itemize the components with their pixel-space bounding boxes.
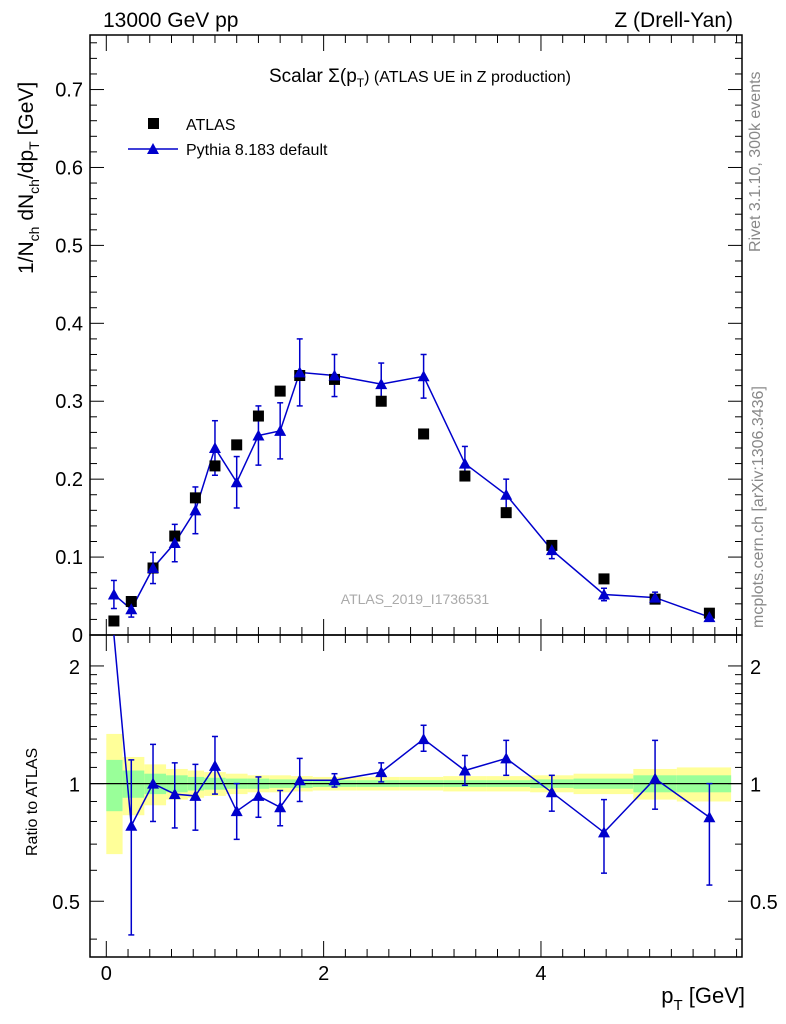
- header-left: 13000 GeV pp: [103, 9, 238, 32]
- y-tick-label: 0.2: [55, 469, 83, 491]
- mc-data-point: [293, 366, 306, 378]
- mc-data-point: [230, 476, 243, 488]
- mc-data-point: [328, 369, 341, 381]
- ratio-plot-data: [113, 634, 716, 936]
- atlas-data-point: [500, 507, 512, 519]
- mc-data-point: [189, 504, 202, 516]
- atlas-data-point: [189, 492, 201, 504]
- ratio-band-inner: [106, 759, 123, 812]
- atlas-data-point: [418, 428, 430, 440]
- ratio-data-point: [125, 819, 138, 831]
- y-tick-label: 0: [72, 625, 83, 647]
- mc-data-point: [597, 588, 610, 600]
- ratio-data-point: [274, 801, 287, 813]
- ratio-data-point: [252, 789, 265, 801]
- x-axis-label: pT [GeV]: [661, 983, 745, 1014]
- ratio-data-point: [189, 789, 202, 801]
- x-tick-label: 0: [101, 963, 112, 985]
- mc-data-point: [375, 378, 388, 390]
- ratio-data-point: [230, 805, 243, 817]
- mc-data-point: [649, 591, 662, 603]
- ratio-data-point: [417, 733, 430, 745]
- ratio-data-point: [168, 788, 181, 800]
- mc-data-point: [417, 370, 430, 382]
- x-tick-label: 2: [318, 963, 329, 985]
- ratio-plot-frame: [89, 634, 743, 958]
- ratio-data-point: [208, 759, 221, 771]
- atlas-data-point: [459, 470, 471, 482]
- ratio-data-point: [597, 826, 610, 838]
- ratio-data-point: [649, 772, 662, 784]
- axes-frames: 0 0.1 0.2 0.3 0.4 0.5 0.6 0.7 0 2 4 0.5 0.5 1 1 2 2: [52, 34, 778, 985]
- y-tick-label: 0.6: [55, 157, 83, 179]
- header-right: Z (Drell-Yan): [614, 9, 733, 32]
- y-axis-label: 1/Nch dNch/dpT [GeV]: [15, 82, 42, 274]
- mc-data-point: [208, 441, 221, 453]
- ratio-y-axis-label: Ratio to ATLAS: [24, 748, 41, 856]
- mc-data-point: [500, 488, 513, 500]
- mc-data-point: [168, 537, 181, 549]
- legend-atlas-label: ATLAS: [186, 117, 236, 134]
- atlas-data-point: [169, 530, 181, 542]
- atlas-data-point: [598, 573, 610, 585]
- ratio-data-point: [375, 766, 388, 778]
- legend-mc-marker: [147, 143, 159, 154]
- ratio-series-line: [113, 634, 710, 834]
- ratio-tick-label: 2: [69, 657, 80, 679]
- atlas-data-point: [231, 439, 243, 451]
- ratio-tick-label-right: 2: [750, 657, 761, 679]
- mc-data-point: [252, 429, 265, 441]
- ratio-tick-label: 0.5: [52, 892, 80, 914]
- atlas-data-point: [125, 595, 137, 607]
- atlas-data-point: [252, 410, 264, 422]
- chart-title: Scalar Σ(pT) (ATLAS UE in Z production): [269, 66, 571, 90]
- ratio-data-point: [147, 777, 160, 789]
- atlas-data-point: [274, 385, 286, 397]
- mc-data-point: [147, 561, 160, 573]
- legend: ATLAS Pythia 8.183 default: [128, 117, 328, 159]
- ratio-uncertainty-bands: [106, 733, 732, 855]
- mcplots-label: mcplots.cern.ch [arXiv:1306.3436]: [750, 386, 767, 628]
- mc-data-point: [458, 457, 471, 469]
- analysis-watermark: ATLAS_2019_I1736531: [341, 591, 490, 607]
- y-tick-label: 0.4: [55, 313, 83, 335]
- atlas-data-point: [108, 615, 120, 627]
- y-tick-label: 0.1: [55, 547, 83, 569]
- ratio-data-point: [703, 811, 716, 823]
- ratio-data-point: [293, 774, 306, 786]
- ratio-tick-label-right: 0.5: [750, 892, 778, 914]
- mc-data-point: [274, 424, 287, 436]
- main-plot-data: [107, 338, 716, 627]
- x-tick-label: 4: [535, 963, 546, 985]
- atlas-data-point: [209, 460, 221, 472]
- legend-atlas-marker: [148, 118, 159, 129]
- mc-data-point: [107, 588, 120, 600]
- y-tick-label: 0.5: [55, 235, 83, 257]
- atlas-data-point: [375, 395, 387, 407]
- y-tick-label: 0.3: [55, 391, 83, 413]
- ratio-tick-label: 1: [69, 775, 80, 797]
- ratio-data-point: [545, 786, 558, 798]
- ratio-data-point: [458, 764, 471, 776]
- rivet-label: Rivet 3.1.10, 300k events: [747, 71, 764, 252]
- ratio-data-point: [500, 752, 513, 764]
- mc-series-line: [113, 371, 710, 618]
- ratio-data-point: [328, 774, 341, 786]
- mc-data-point: [125, 603, 138, 615]
- mc-data-point: [545, 544, 558, 556]
- mc-data-point: [703, 611, 716, 623]
- legend-mc-label: Pythia 8.183 default: [186, 142, 328, 159]
- y-tick-label: 0.7: [55, 80, 83, 102]
- ratio-tick-label-right: 1: [750, 775, 761, 797]
